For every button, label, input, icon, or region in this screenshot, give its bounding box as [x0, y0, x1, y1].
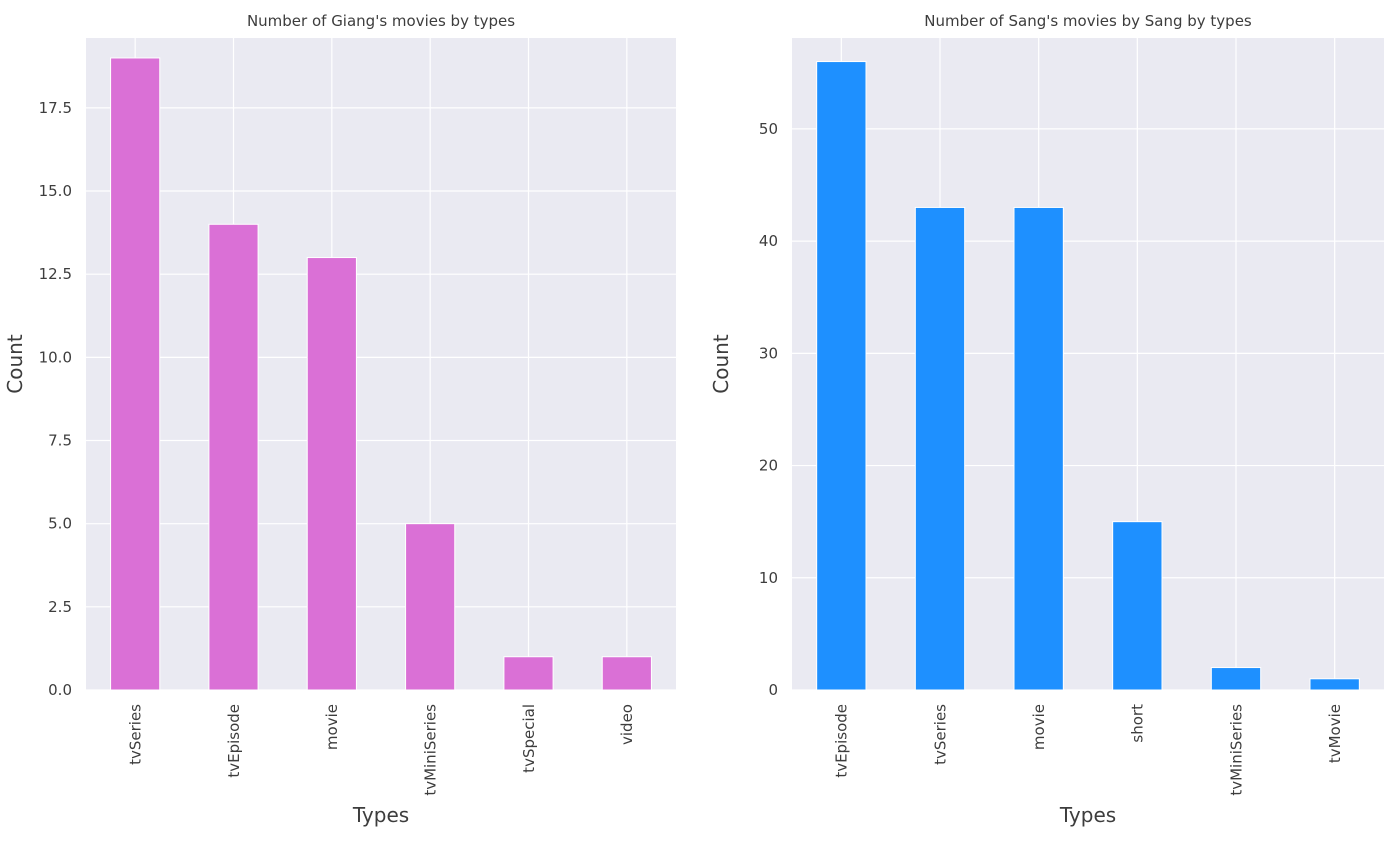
chart-right-bar-short	[1112, 521, 1163, 691]
chart-left-xtick-label: video	[618, 704, 636, 745]
chart-right-ylabel: Count	[709, 334, 733, 394]
chart-left-bar-tvMiniSeries	[405, 523, 456, 691]
chart-right-bar-tvEpisode	[816, 61, 867, 691]
chart-left-ytick-label: 17.5	[39, 99, 72, 117]
chart-left-xtick-label: tvSeries	[126, 704, 144, 765]
chart-right: 0 10 20 30 40 50 tvEpisode tvSeries movie short tv…	[709, 12, 1384, 827]
chart-right-xtick-label: short	[1129, 704, 1147, 743]
chart-left-xtick-label: tvEpisode	[225, 704, 243, 778]
chart-left-ytick-label: 15.0	[39, 182, 72, 200]
chart-right-bar-movie	[1013, 206, 1064, 691]
chart-left-ytick-label: 12.5	[39, 265, 72, 283]
chart-right-bar-tvSeries	[914, 206, 966, 691]
chart-left-bar-tvSeries	[110, 57, 161, 691]
chart-left-xlabel: Types	[352, 803, 409, 827]
chart-right-xtick-label: tvSeries	[931, 704, 949, 765]
chart-right-ytick-label: 30	[759, 344, 778, 362]
chart-left-ytick-label: 10.0	[39, 348, 72, 366]
chart-left-ytick-label: 7.5	[48, 432, 72, 450]
chart-left-xtick-label: tvMiniSeries	[421, 704, 439, 796]
chart-right-bar-tvMovie	[1309, 678, 1360, 691]
chart-right-xtick-label: tvMovie	[1326, 704, 1344, 763]
chart-right-ytick-label: 10	[759, 569, 778, 587]
chart-left-bar-tvEpisode	[208, 223, 259, 691]
chart-left-bar-tvSpecial	[503, 656, 554, 691]
chart-left-ytick-label: 5.0	[48, 515, 72, 533]
chart-right-xtick-label: tvEpisode	[833, 704, 851, 778]
chart-right-title: Number of Sang's movies by Sang by types	[924, 12, 1252, 30]
chart-left-title: Number of Giang's movies by types	[247, 12, 515, 30]
chart-right-ytick-label: 0	[768, 681, 778, 699]
chart-right-ytick-label: 20	[759, 457, 778, 475]
chart-right-xtick-label: movie	[1030, 704, 1048, 750]
chart-right-xtick-label: tvMiniSeries	[1227, 704, 1245, 796]
chart-right-ytick-label: 40	[759, 232, 778, 250]
chart-left-plot-area	[86, 38, 676, 690]
chart-left-xtick-label: movie	[323, 704, 341, 750]
chart-right-bar-tvMiniSeries	[1210, 667, 1262, 691]
chart-left-bar-movie	[306, 257, 357, 691]
chart-left-xtick-label: tvSpecial	[520, 704, 538, 773]
chart-left-ytick-label: 2.5	[48, 598, 72, 616]
chart-left-ylabel: Count	[3, 334, 27, 394]
chart-left: 0.0 2.5 5.0 7.5 10.0 12.5 15.0 17.5 tvSeries tvEp…	[3, 12, 676, 827]
chart-right-plot-area	[792, 38, 1384, 690]
chart-left-ytick-label: 0.0	[48, 681, 72, 699]
chart-right-ytick-label: 50	[759, 120, 778, 138]
chart-left-bar-video	[601, 656, 652, 691]
chart-right-xlabel: Types	[1059, 803, 1116, 827]
